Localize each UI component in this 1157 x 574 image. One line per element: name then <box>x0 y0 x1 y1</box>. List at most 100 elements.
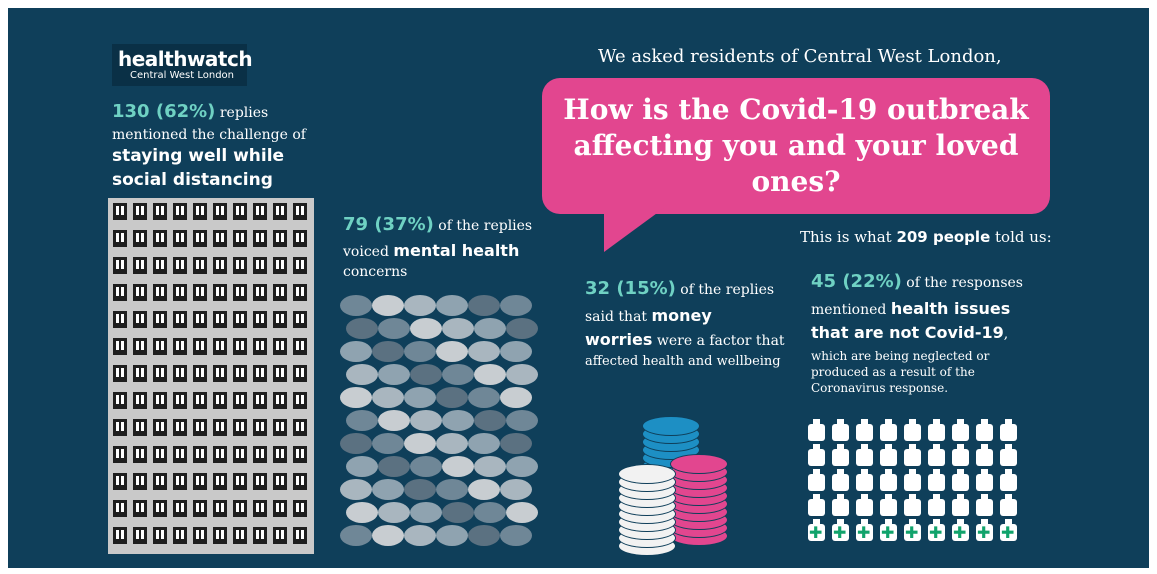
infographic-canvas: healthwatch Central West London We asked… <box>8 8 1149 568</box>
medicine-bottle-icon <box>856 494 873 516</box>
window-icon <box>293 338 307 355</box>
window-icon <box>213 500 227 517</box>
stat3-line2-pre: said that <box>585 309 652 325</box>
window-icon <box>233 257 247 274</box>
stat4-bold2-post: , <box>1003 326 1009 342</box>
window-icon <box>273 284 287 301</box>
window-icon <box>133 257 147 274</box>
window-icon <box>213 203 227 220</box>
medicine-bottle-icon: ✚ <box>832 519 849 541</box>
window-icon <box>153 311 167 328</box>
medicine-bottle-icon <box>832 469 849 491</box>
window-icon <box>153 500 167 517</box>
stat3-line3-post: were a factor that <box>652 333 785 349</box>
window-icon <box>233 338 247 355</box>
thought-cloud-icon <box>372 387 404 408</box>
thought-cloud-icon <box>506 318 538 339</box>
window-icon <box>293 284 307 301</box>
medicine-bottle-icon: ✚ <box>856 519 873 541</box>
thought-cloud-icon <box>468 295 500 316</box>
thought-cloud-icon <box>340 433 372 454</box>
thought-cloud-icon <box>404 387 436 408</box>
thought-cloud-icon <box>474 364 506 385</box>
medicine-bottle-icon <box>1000 494 1017 516</box>
window-icon <box>173 257 187 274</box>
stat4-line2-pre: mentioned <box>811 302 891 318</box>
window-icon <box>153 473 167 490</box>
buildings-panel <box>108 198 314 554</box>
thought-cloud-icon <box>474 318 506 339</box>
window-icon <box>193 392 207 409</box>
medicine-bottle-icon <box>976 419 993 441</box>
medicine-bottle-icon <box>928 444 945 466</box>
window-icon <box>253 392 267 409</box>
stat4-line3: that are not Covid-19, <box>811 323 1008 342</box>
window-icon <box>233 311 247 328</box>
thought-cloud-icon <box>436 433 468 454</box>
window-icon <box>253 203 267 220</box>
window-icon <box>153 284 167 301</box>
window-icon <box>293 311 307 328</box>
window-icon <box>133 446 147 463</box>
stat2-line2-pre: voiced <box>343 244 394 260</box>
question-line-2: affecting you and your loved <box>573 129 1019 162</box>
window-icon <box>133 473 147 490</box>
window-icon <box>193 203 207 220</box>
thought-cloud-icon <box>506 502 538 523</box>
window-icon <box>273 257 287 274</box>
window-icon <box>193 257 207 274</box>
window-icon <box>253 527 267 544</box>
window-icon <box>273 203 287 220</box>
medical-cross-icon: ✚ <box>905 523 919 542</box>
stat4-line6: Coronavirus response. <box>811 381 949 395</box>
window-icon <box>153 257 167 274</box>
stat1-number: 130 (62%) <box>112 101 216 122</box>
medicine-bottle-icon: ✚ <box>880 519 897 541</box>
thought-cloud-icon <box>340 479 372 500</box>
stat2-bold: mental health <box>393 241 520 260</box>
window-icon <box>133 230 147 247</box>
window-icon <box>173 527 187 544</box>
stat1-bold1: staying well while <box>112 146 285 166</box>
intro-text: We asked residents of Central West Londo… <box>598 46 1002 67</box>
window-icon <box>293 527 307 544</box>
window-icon <box>133 338 147 355</box>
thought-cloud-icon <box>410 456 442 477</box>
window-icon <box>293 473 307 490</box>
window-icon <box>113 446 127 463</box>
medical-cross-icon: ✚ <box>953 523 967 542</box>
window-icon <box>153 203 167 220</box>
stat1-bold2: social distancing <box>112 170 273 190</box>
medicine-bottle-icon: ✚ <box>928 519 945 541</box>
window-icon <box>113 338 127 355</box>
thought-clouds <box>340 295 540 557</box>
healthwatch-logo: healthwatch Central West London <box>112 44 253 86</box>
medicine-bottle-icon: ✚ <box>976 519 993 541</box>
stat4-line4: which are being neglected or <box>811 349 990 363</box>
window-icon <box>153 419 167 436</box>
thought-cloud-icon <box>372 525 404 546</box>
thought-cloud-icon <box>340 295 372 316</box>
window-icon <box>133 284 147 301</box>
thought-cloud-icon <box>410 502 442 523</box>
window-icon <box>213 311 227 328</box>
stat4-bold2: that are not Covid-19 <box>811 323 1004 342</box>
window-icon <box>153 527 167 544</box>
medicine-bottle-icon: ✚ <box>808 519 825 541</box>
medicine-bottle-icon <box>928 494 945 516</box>
window-icon <box>113 230 127 247</box>
window-icon <box>113 203 127 220</box>
thought-cloud-icon <box>436 295 468 316</box>
window-icon <box>193 527 207 544</box>
window-icon <box>193 230 207 247</box>
thought-cloud-icon <box>378 318 410 339</box>
window-icon <box>113 284 127 301</box>
medicine-bottle-icon <box>976 494 993 516</box>
speech-bubble-tail <box>604 208 664 252</box>
window-icon <box>233 527 247 544</box>
stat3-after-number: of the replies <box>675 282 775 298</box>
window-icon <box>253 446 267 463</box>
medicine-bottle-icon <box>904 444 921 466</box>
window-icon <box>273 500 287 517</box>
logo-region: Central West London <box>130 70 235 81</box>
